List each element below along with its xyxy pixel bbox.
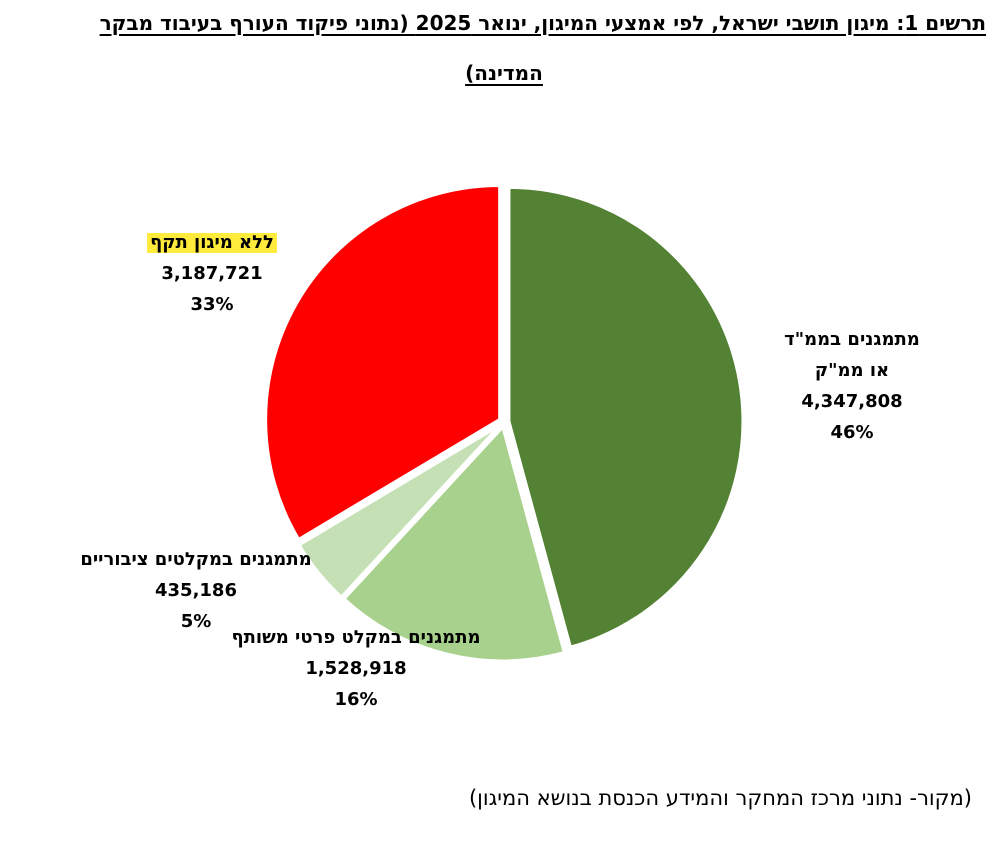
slice-value-label: 435,186 — [155, 580, 237, 601]
source-note: (מקור- נתוני מרכז המחקר והמידע הכנסת בנו… — [468, 786, 972, 810]
pie-labels: מתמגנים בממ"דאו ממ"ק4,347,80846%מתמגנים … — [80, 232, 919, 710]
slice-label-text: מתמגנים במקלטים ציבוריים — [80, 549, 311, 570]
chart-title-line-2: המדינה) — [465, 61, 543, 85]
pie-slice — [341, 423, 567, 663]
slice-label-group: מתמגנים במקלט פרטי משותף 1,528,918 16% — [231, 627, 480, 710]
slice-label-text: או ממ"ק — [815, 360, 889, 381]
pie-slices — [264, 184, 745, 663]
slice-label-group: ללא מיגון תקף 3,187,721 33% — [147, 232, 277, 315]
pie-slice — [297, 423, 502, 600]
slice-value-label: 1,528,918 — [305, 658, 406, 679]
slice-label-text: מתמגנים בממ"ד — [784, 329, 920, 350]
slice-label-text: מתמגנים במקלט פרטי משותף — [231, 627, 480, 648]
pie-slice — [507, 185, 745, 649]
pie-slice — [264, 184, 502, 542]
slice-percent-label: 46% — [830, 422, 873, 443]
chart-title-line-1: תרשים 1: מיגון תושבי ישראל, לפי אמצעי המ… — [99, 11, 986, 35]
slice-label-text: ללא מיגון תקף — [150, 232, 274, 253]
slice-value-label: 4,347,808 — [801, 391, 902, 412]
slice-percent-label: 16% — [334, 689, 377, 710]
slice-label-group: מתמגנים במקלטים ציבוריים 435,186 5% — [80, 549, 311, 632]
slice-percent-label: 5% — [181, 611, 212, 632]
slice-label-group: מתמגנים בממ"ד או ממ"ק 4,347,808 46% — [784, 329, 920, 443]
slice-value-label: 3,187,721 — [161, 263, 262, 284]
slice-percent-label: 33% — [190, 294, 233, 315]
label-highlight — [147, 233, 277, 253]
